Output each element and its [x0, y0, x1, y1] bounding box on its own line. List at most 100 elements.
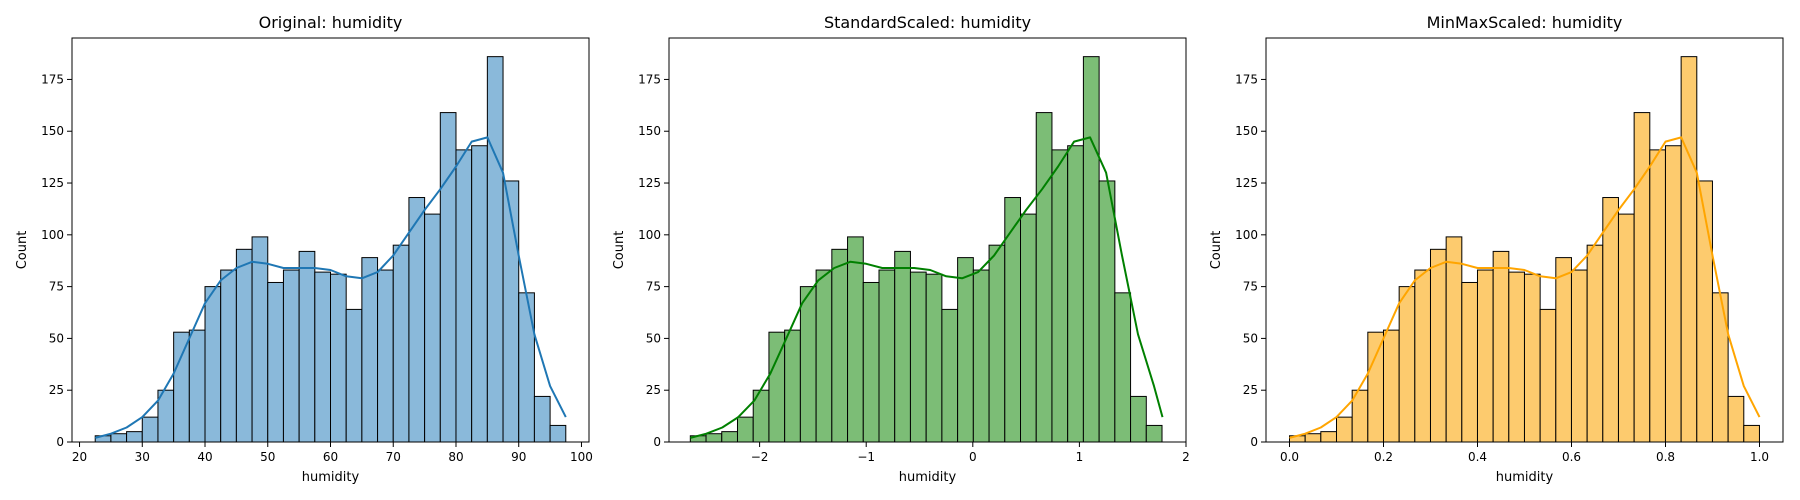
histogram-bar: [1004, 197, 1022, 443]
histogram-bar: [1523, 273, 1541, 443]
y-tick-label: 150: [1235, 124, 1258, 138]
y-tick-label: 50: [49, 331, 64, 345]
histogram-bar: [894, 250, 911, 443]
histogram-bar: [110, 433, 128, 443]
histogram-bar: [799, 286, 817, 443]
x-tick-label: 100: [570, 450, 593, 464]
histogram-bar: [1114, 292, 1132, 443]
histogram-bar: [345, 308, 363, 443]
x-tick-label: 60: [323, 450, 338, 464]
histogram-bar: [1492, 250, 1510, 443]
y-axis-label: Count: [612, 231, 627, 270]
histogram-bar: [1367, 331, 1384, 443]
y-tick-label: 175: [41, 72, 64, 86]
y-tick-label: 75: [646, 280, 661, 294]
x-tick-label: 0: [969, 450, 977, 464]
x-tick-label: 20: [72, 450, 87, 464]
histogram-bar: [1696, 180, 1713, 443]
histogram-bar: [1570, 269, 1588, 443]
kde-line: [690, 136, 1164, 439]
histogram-bar: [1304, 433, 1322, 443]
y-axis-label: Count: [15, 231, 30, 270]
histogram-bar: [909, 271, 927, 443]
histogram-bar: [1711, 292, 1729, 443]
x-tick-label: 1: [1076, 450, 1084, 464]
histogram-bar: [1508, 271, 1525, 443]
y-axis-label: Count: [1209, 231, 1224, 270]
histogram-bar: [408, 197, 426, 443]
histogram-bar: [502, 180, 520, 443]
histogram-bar: [141, 416, 159, 443]
histogram-bar: [784, 329, 801, 443]
histogram-bar: [188, 329, 206, 443]
y-tick-label: 75: [1243, 280, 1258, 294]
histogram-bar: [1414, 269, 1431, 443]
histogram-bar: [957, 257, 974, 443]
histogram-bar: [1429, 248, 1447, 443]
histogram-bar: [972, 269, 990, 443]
y-tick-label: 0: [1250, 435, 1258, 449]
x-tick-label: 1.0: [1750, 450, 1769, 464]
histogram-bar: [1476, 269, 1494, 443]
histogram-bar: [1035, 112, 1053, 443]
histogram-bar: [377, 269, 394, 443]
x-tick-label: 0.6: [1562, 450, 1581, 464]
histogram-bar: [549, 424, 567, 443]
subplot-minmax-scaled: MinMaxScaled: humidity Count humidity 0.…: [1209, 13, 1784, 485]
y-tick-label: 0: [653, 435, 661, 449]
y-tick-label: 25: [49, 383, 64, 397]
x-tick-label: −2: [751, 450, 769, 464]
x-tick-label: 50: [260, 450, 275, 464]
y-tick-label: 25: [646, 383, 661, 397]
chart-title: StandardScaled: humidity: [824, 13, 1031, 32]
x-axis-label: humidity: [899, 470, 957, 485]
x-tick-label: 0.4: [1468, 450, 1487, 464]
histogram-bar: [736, 416, 754, 443]
histogram-bar: [424, 213, 441, 443]
histogram-bar: [1743, 424, 1760, 443]
x-tick-label: −1: [857, 450, 875, 464]
histogram-bar: [1020, 213, 1037, 443]
histogram-bar: [1617, 213, 1635, 443]
subplot-original: Original: humidity Count humidity 20 30 40…: [15, 13, 593, 485]
chart-title: Original: humidity: [259, 13, 403, 32]
y-tick-label: 125: [1235, 176, 1258, 190]
histogram-bar: [439, 112, 457, 443]
y-tick-label: 100: [638, 228, 661, 242]
histogram-bar: [705, 433, 723, 443]
x-tick-label: 80: [448, 450, 463, 464]
histogram-bar: [1461, 281, 1478, 443]
histogram-bar: [455, 149, 473, 443]
x-tick-label: 0.2: [1374, 450, 1393, 464]
histogram-bar: [204, 286, 222, 443]
x-axis-label: humidity: [302, 470, 360, 485]
histogram-bar: [518, 292, 535, 443]
histogram-bar: [878, 269, 896, 443]
histogram-bar: [1398, 286, 1416, 443]
y-tick-label: 100: [1235, 228, 1258, 242]
histogram-bar: [1082, 56, 1100, 443]
histogram-bar: [330, 273, 347, 443]
histogram-bar: [925, 273, 943, 443]
kde-line: [1289, 136, 1761, 439]
histogram-bar: [1555, 257, 1572, 443]
histogram-bar: [1145, 424, 1163, 443]
axes-frame: [668, 37, 1187, 443]
histogram-bar: [1067, 145, 1084, 443]
histogram-bar: [1051, 149, 1069, 443]
y-tick-label: 0: [56, 435, 64, 449]
histogram-bar: [235, 248, 253, 443]
histogram-bar: [847, 236, 864, 443]
y-tick-label: 25: [1243, 383, 1258, 397]
x-tick-label: 90: [511, 450, 526, 464]
y-tick-label: 175: [638, 72, 661, 86]
histogram-bar: [314, 271, 332, 443]
histogram-bar: [1335, 416, 1353, 443]
histogram-bar: [267, 281, 284, 443]
histogram-bar: [173, 331, 190, 443]
histogram-bar: [1445, 236, 1463, 443]
y-tick-label: 75: [49, 280, 64, 294]
chart-title: MinMaxScaled: humidity: [1427, 13, 1623, 32]
histogram-bar: [1649, 149, 1666, 443]
